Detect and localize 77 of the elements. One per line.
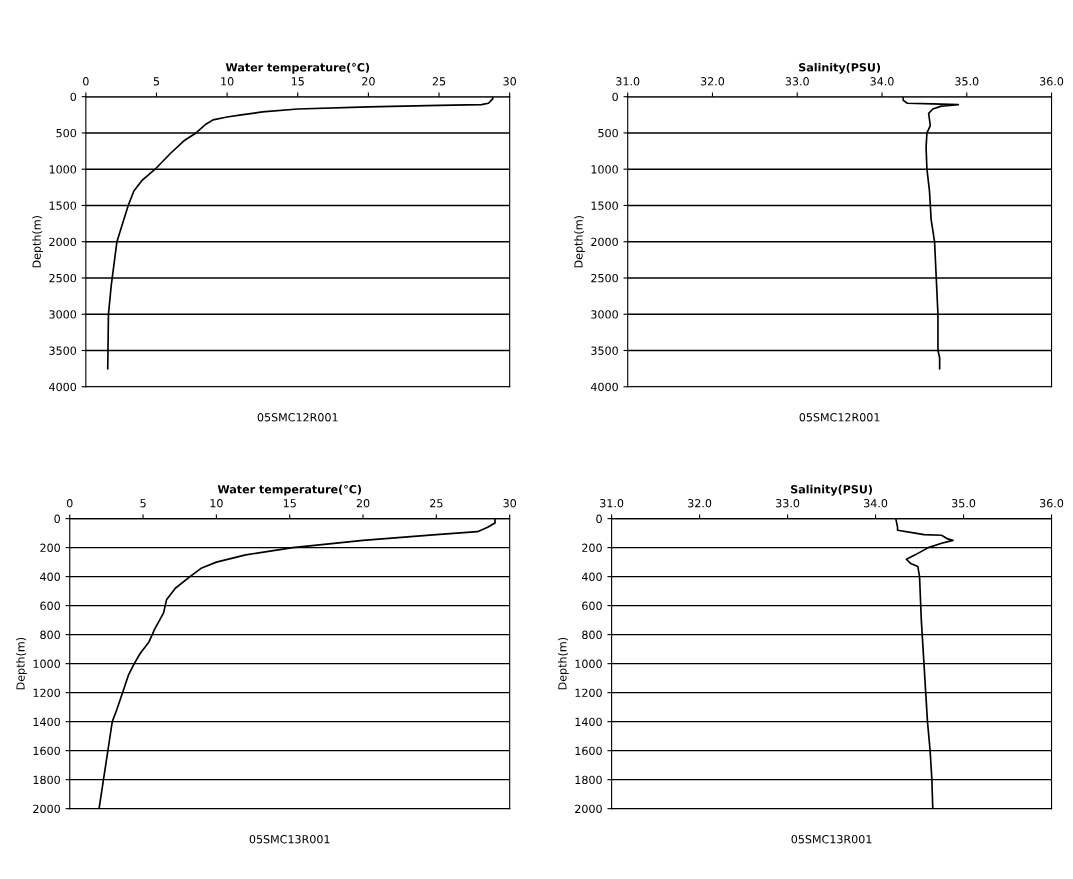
y-tick-label: 2000 — [591, 237, 618, 247]
x-tick-label: 36.0 — [1040, 499, 1064, 508]
y-tick-label: 2000 — [575, 804, 602, 814]
y-tick-label: 1200 — [575, 688, 602, 698]
y-tick-label: 1200 — [33, 688, 60, 698]
y-tick-label: 3000 — [591, 310, 618, 319]
y-tick-label: 500 — [598, 128, 618, 138]
x-tick-label: 33.0 — [785, 77, 809, 86]
x-axis-title: Salinity(PSU) — [791, 484, 872, 496]
y-tick-label: 800 — [40, 630, 60, 640]
x-tick-label: 10 — [221, 77, 234, 86]
y-tick-label: 3000 — [49, 310, 77, 319]
y-tick-label: 0 — [54, 514, 60, 523]
y-axis-title: Depth(m) — [558, 637, 569, 690]
y-tick-label: 1500 — [591, 201, 618, 210]
y-axis-title: Depth(m) — [16, 637, 27, 690]
y-tick-label: 1400 — [33, 717, 60, 727]
x-tick-label: 25 — [432, 77, 446, 86]
x-tick-label: 32.0 — [700, 77, 725, 86]
y-tick-label: 800 — [582, 630, 602, 640]
x-tick-label: 20 — [356, 499, 370, 508]
y-tick-label: 600 — [40, 601, 60, 611]
text: 05SMC13R001 — [249, 834, 330, 844]
x-tick-label: 31.0 — [616, 77, 640, 86]
y-tick-label: 200 — [582, 543, 602, 552]
x-tick-label: 5 — [140, 499, 146, 508]
y-tick-label: 2500 — [591, 273, 618, 283]
x-tick-label: 31.0 — [600, 499, 624, 508]
x-tick-label: 34.0 — [870, 77, 894, 86]
y-tick-label: 0 — [612, 92, 618, 102]
y-tick-label: 1800 — [33, 775, 60, 785]
x-tick-label: 25 — [430, 499, 443, 508]
y-tick-label: 2000 — [33, 804, 60, 814]
y-tick-label: 0 — [596, 514, 602, 523]
x-tick-label: 36.0 — [1040, 77, 1064, 86]
x-axis-title: Water temperature(°C) — [217, 484, 362, 496]
y-tick-label: 3500 — [49, 346, 77, 355]
y-tick-label: 4000 — [590, 382, 618, 392]
text: 05SMC12R001 — [799, 413, 880, 422]
x-tick-label: 34.0 — [864, 499, 888, 508]
y-tick-label: 1000 — [33, 659, 60, 669]
x-tick-label: 35.0 — [952, 499, 976, 508]
x-tick-label: 30 — [503, 77, 517, 86]
y-tick-label: 2500 — [49, 273, 77, 283]
y-tick-label: 1800 — [575, 775, 602, 785]
y-tick-label: 400 — [581, 572, 602, 581]
text: 05SMC12R001 — [257, 413, 338, 422]
x-tick-label: 10 — [210, 499, 223, 508]
y-tick-label: 600 — [582, 601, 602, 611]
y-tick-label: 1500 — [49, 201, 77, 210]
x-axis-title: Water temperature(°C) — [225, 62, 370, 74]
y-axis-title: Depth(m) — [32, 216, 43, 268]
x-tick-label: 5 — [153, 77, 160, 86]
y-tick-label: 3500 — [591, 346, 618, 355]
y-tick-label: 500 — [56, 128, 77, 138]
x-tick-label: 15 — [291, 77, 304, 86]
x-tick-label: 0 — [83, 77, 89, 86]
x-tick-label: 32.0 — [688, 499, 712, 508]
y-tick-label: 0 — [70, 92, 77, 102]
y-tick-label: 4000 — [49, 382, 77, 392]
y-tick-label: 400 — [40, 572, 60, 581]
x-tick-label: 20 — [362, 77, 375, 86]
x-tick-label: 15 — [283, 499, 296, 508]
x-tick-label: 30 — [503, 499, 517, 508]
y-tick-label: 1600 — [575, 746, 602, 756]
x-tick-label: 33.0 — [776, 499, 800, 508]
y-tick-label: 1000 — [575, 659, 602, 669]
x-tick-label: 35.0 — [955, 77, 979, 86]
y-tick-label: 1000 — [591, 165, 618, 174]
y-tick-label: 200 — [40, 543, 60, 552]
y-tick-label: 1000 — [49, 165, 77, 174]
y-axis-title: Depth(m) — [574, 216, 585, 268]
y-tick-label: 2000 — [49, 237, 77, 247]
y-tick-label: 1600 — [33, 746, 60, 756]
y-tick-label: 1400 — [575, 717, 602, 727]
text: 05SMC13R001 — [791, 834, 872, 844]
x-axis-title: Salinity(PSU) — [799, 62, 881, 74]
